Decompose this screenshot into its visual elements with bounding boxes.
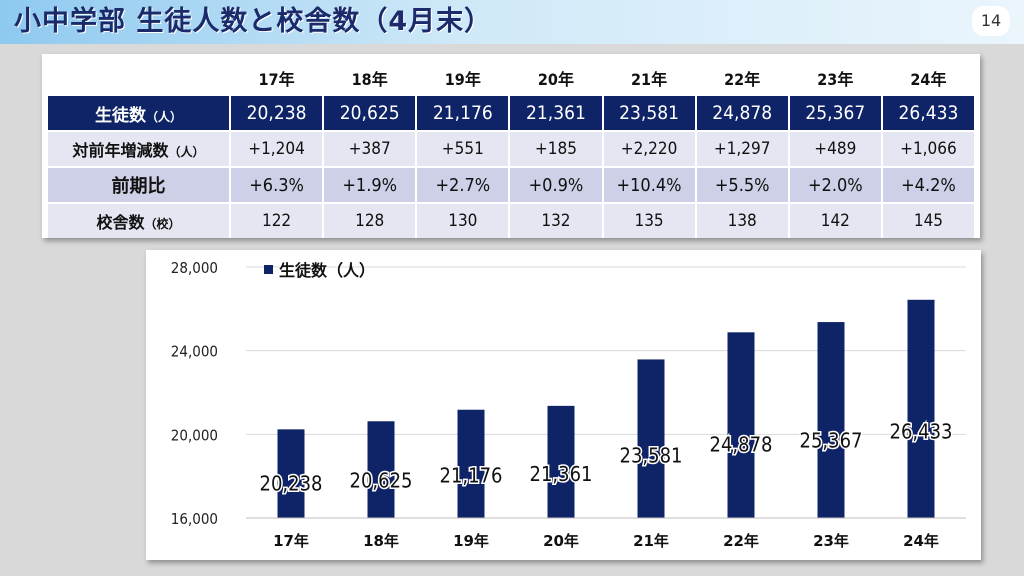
table-cell: 26,433 xyxy=(881,96,977,132)
row-label-schools: 校舎数（校） xyxy=(48,203,231,238)
x-tick-label: 19年 xyxy=(453,532,489,550)
row-label-text: 対前年増減数 xyxy=(72,141,169,160)
table-cell: 21,361 xyxy=(509,96,604,132)
table-cell: +387 xyxy=(323,131,418,168)
table-cell: +489 xyxy=(788,131,883,168)
row-label-text: 生徒数 xyxy=(94,105,146,126)
table-cell: 122 xyxy=(230,203,325,238)
table-cell: 132 xyxy=(509,203,604,238)
x-tick-label: 23年 xyxy=(813,532,849,550)
table-cell: +1,297 xyxy=(695,131,790,168)
chart-legend: 生徒数（人） xyxy=(264,260,375,282)
data-label: 20,625 xyxy=(350,468,413,492)
table-cell: +4.2% xyxy=(881,167,977,204)
bar-chart: 16,000 20,000 24,000 28,000 17年 20,238 18年 20,6… xyxy=(171,259,966,550)
x-tick-label: 21年 xyxy=(633,532,669,550)
table-cell: 23,581 xyxy=(602,96,697,132)
table-cell: 25,367 xyxy=(788,96,883,132)
row-label-unit: （人） xyxy=(168,145,205,159)
y-tick-label: 16,000 xyxy=(171,510,218,528)
table-cell: +2.7% xyxy=(416,167,511,204)
column-header: 17年 xyxy=(230,60,325,96)
data-label: 21,176 xyxy=(440,464,503,488)
bar xyxy=(817,322,845,518)
bar xyxy=(277,429,305,518)
data-label: 21,361 xyxy=(530,462,593,486)
table-row-schools: 校舎数（校） 122 128 130 132 135 138 142 145 xyxy=(48,203,977,238)
data-label: 26,433 xyxy=(890,420,953,444)
row-label-yoy-change: 対前年増減数（人） xyxy=(48,131,231,168)
bar xyxy=(637,359,665,518)
table-cell: +5.5% xyxy=(695,167,790,204)
row-label-text: 前期比 xyxy=(111,176,166,197)
legend-swatch xyxy=(264,265,273,274)
x-tick-label: 17年 xyxy=(273,532,309,550)
table-corner-cell xyxy=(48,60,231,96)
bar xyxy=(727,332,755,518)
table-cell: +1,066 xyxy=(881,131,977,168)
table-cell: +2.0% xyxy=(788,167,883,204)
table-cell: +1.9% xyxy=(323,167,418,204)
x-tick-label: 18年 xyxy=(363,532,399,550)
data-label: 25,367 xyxy=(800,429,863,453)
data-label: 23,581 xyxy=(620,444,683,468)
bar xyxy=(367,421,395,518)
row-label-unit: （人） xyxy=(145,109,182,124)
column-header: 23年 xyxy=(788,60,883,96)
column-header: 22年 xyxy=(695,60,790,96)
x-tick-label: 22年 xyxy=(723,532,759,550)
table-cell: +551 xyxy=(416,131,511,168)
row-label-students: 生徒数（人） xyxy=(48,96,231,132)
row-label-text: 校舎数 xyxy=(96,213,145,232)
table-cell: 21,176 xyxy=(416,96,511,132)
table-cell: 24,878 xyxy=(695,96,790,132)
table-cell: 130 xyxy=(416,203,511,238)
table-header-row: 17年 18年 19年 20年 21年 22年 23年 24年 xyxy=(48,60,977,96)
chart-card: 16,000 20,000 24,000 28,000 17年 20,238 18年 20,6… xyxy=(146,250,981,560)
column-header: 24年 xyxy=(881,60,977,96)
bar xyxy=(547,405,575,518)
page-number: 14 xyxy=(972,6,1010,36)
table-cell: +10.4% xyxy=(602,167,697,204)
data-label: 20,238 xyxy=(260,472,323,496)
title-bar: 小中学部 生徒人数と校舎数（4月末） 14 xyxy=(0,0,1024,44)
y-tick-label: 20,000 xyxy=(171,426,218,444)
summary-table: 17年 18年 19年 20年 21年 22年 23年 24年 生徒数（人） 2… xyxy=(48,60,977,238)
table-cell: 145 xyxy=(881,203,977,238)
table-cell: +185 xyxy=(509,131,604,168)
summary-table-card: 17年 18年 19年 20年 21年 22年 23年 24年 生徒数（人） 2… xyxy=(42,54,980,238)
table-cell: 135 xyxy=(602,203,697,238)
table-row-yoy-change: 対前年増減数（人） +1,204 +387 +551 +185 +2,220 +… xyxy=(48,131,977,168)
y-tick-label: 28,000 xyxy=(171,259,218,277)
column-header: 21年 xyxy=(602,60,697,96)
x-tick-label: 20年 xyxy=(543,532,579,550)
table-cell: 142 xyxy=(788,203,883,238)
table-cell: +6.3% xyxy=(230,167,325,204)
bar xyxy=(457,409,485,518)
column-header: 18年 xyxy=(323,60,418,96)
table-cell: +0.9% xyxy=(509,167,604,204)
data-label: 24,878 xyxy=(710,433,773,457)
table-cell: +1,204 xyxy=(230,131,325,168)
table-row-growth-rate: 前期比 +6.3% +1.9% +2.7% +0.9% +10.4% +5.5%… xyxy=(48,167,977,204)
table-cell: 138 xyxy=(695,203,790,238)
table-cell: +2,220 xyxy=(602,131,697,168)
row-label-unit: （校） xyxy=(144,217,181,231)
table-row-students: 生徒数（人） 20,238 20,625 21,176 21,361 23,58… xyxy=(48,96,977,132)
legend-label: 生徒数（人） xyxy=(279,261,376,280)
column-header: 19年 xyxy=(416,60,511,96)
bar xyxy=(907,299,935,518)
table-cell: 128 xyxy=(323,203,418,238)
y-tick-label: 24,000 xyxy=(171,343,218,361)
column-header: 20年 xyxy=(509,60,604,96)
row-label-growth-rate: 前期比 xyxy=(48,167,231,204)
table-cell: 20,625 xyxy=(323,96,418,132)
page-title: 小中学部 生徒人数と校舎数（4月末） xyxy=(14,6,493,37)
table-cell: 20,238 xyxy=(230,96,325,132)
x-tick-label: 24年 xyxy=(903,532,939,550)
